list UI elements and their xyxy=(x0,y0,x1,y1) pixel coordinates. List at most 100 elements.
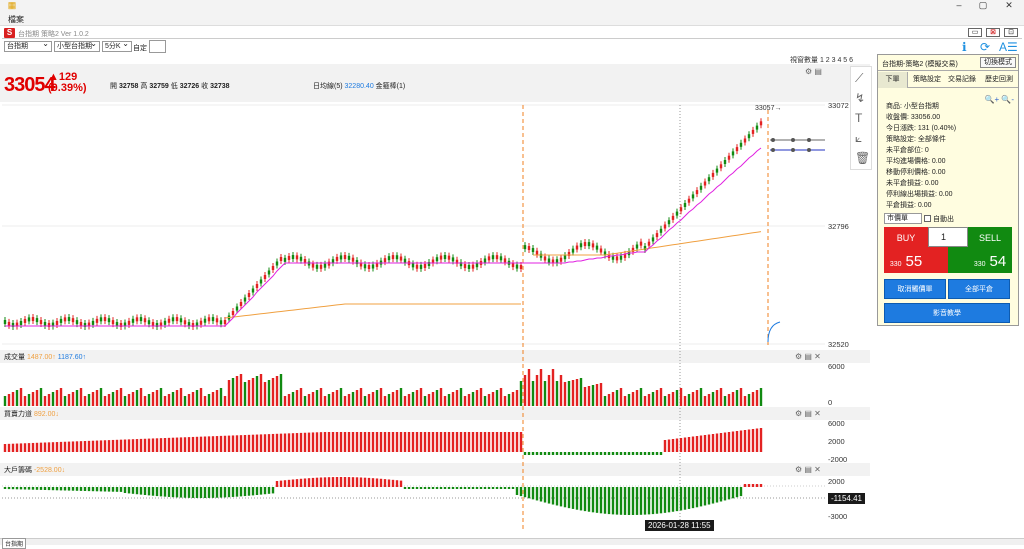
buy-price: 330 55 xyxy=(884,253,928,270)
candle-body xyxy=(227,315,231,320)
sell-button[interactable]: SELL 330 54 xyxy=(968,227,1012,273)
power-bar xyxy=(719,433,723,452)
candle-body xyxy=(591,243,595,248)
volume-bar xyxy=(395,390,399,406)
power-value: 892.00↓ xyxy=(33,411,59,418)
popout-icon[interactable]: ⊡ xyxy=(1004,28,1018,37)
volume-bar xyxy=(123,396,127,406)
menu-file[interactable]: 檔案 xyxy=(8,15,24,24)
power-bar xyxy=(199,436,203,452)
minimize-icon[interactable]: – xyxy=(956,0,962,10)
big-bar xyxy=(435,487,439,489)
power-bar xyxy=(131,439,135,452)
volume-bar xyxy=(387,394,391,406)
candle-body xyxy=(339,255,343,260)
candle-body xyxy=(575,245,579,250)
trash-icon[interactable]: 🗑 xyxy=(855,151,871,165)
volume-settings-icon[interactable]: ⚙ ▤ ✕ xyxy=(795,352,821,361)
volume-bar xyxy=(39,388,43,406)
candle-body xyxy=(299,256,303,261)
auto-exit-checkbox[interactable]: 自動出 xyxy=(924,214,954,224)
volume-bar xyxy=(339,388,343,406)
open-value: 32758 xyxy=(118,83,139,90)
interval-select[interactable]: 5分K xyxy=(102,39,132,52)
big-bar xyxy=(231,487,235,497)
big-bar xyxy=(55,487,59,491)
volume-bar xyxy=(59,388,63,406)
big-bar xyxy=(275,481,279,487)
big-settings-icon[interactable]: ⚙ ▤ ✕ xyxy=(795,465,821,474)
candle-body xyxy=(383,258,387,263)
power-bar xyxy=(547,452,551,455)
power-bar xyxy=(507,432,511,452)
candle-body xyxy=(267,270,271,275)
candle-body xyxy=(71,318,75,323)
path-tool-icon[interactable]: ↯ xyxy=(855,91,866,105)
big-bar xyxy=(307,478,311,487)
power-settings-icon[interactable]: ⚙ ▤ ✕ xyxy=(795,409,821,418)
tab-history[interactable]: 交易記錄 xyxy=(948,76,976,83)
tab-strategy[interactable]: 策略設定 xyxy=(913,76,941,83)
big-bar xyxy=(159,487,163,497)
power-bar xyxy=(299,432,303,452)
power-bar xyxy=(567,452,571,455)
switch-mode-button[interactable]: 切換模式 xyxy=(980,57,1016,68)
symbol-select[interactable]: 台指期 xyxy=(4,39,52,52)
volume-bar xyxy=(699,388,703,406)
cancel-trigger-button[interactable]: 取消觸價單 xyxy=(884,279,946,299)
big-bar xyxy=(447,487,451,489)
maximize-icon[interactable]: ▢ xyxy=(978,0,988,10)
panel-title: 台指期-策略2 (模擬交易) xyxy=(882,61,958,68)
big-bar xyxy=(155,487,159,497)
power-tick: 6000 xyxy=(828,419,845,428)
power-bar xyxy=(303,432,307,452)
window-count[interactable]: 視窗數量 1 2 3 4 5 6 xyxy=(790,57,854,64)
power-bar xyxy=(359,432,363,452)
candle-body xyxy=(287,255,291,260)
custom-interval-input[interactable] xyxy=(149,40,166,53)
refresh-icon[interactable]: ⟳ xyxy=(980,40,991,54)
brand-logo: S xyxy=(4,28,15,38)
buy-button[interactable]: BUY 330 55 xyxy=(884,227,928,273)
candle-body xyxy=(95,318,99,323)
volume-bar xyxy=(139,388,143,406)
power-bar xyxy=(167,437,171,452)
big-bar xyxy=(351,477,355,487)
restore-icon[interactable]: ▭ xyxy=(968,28,982,37)
power-bar xyxy=(331,432,335,452)
broadcast-icon[interactable]: ℹ xyxy=(962,40,967,54)
close-window-icon[interactable]: ⊠ xyxy=(986,28,1000,37)
zoom-icons[interactable]: 🔍+ 🔍- xyxy=(984,95,1014,104)
power-bar xyxy=(187,437,191,452)
volume-bar xyxy=(403,396,407,406)
chart-settings-icon[interactable]: ⚙ ▤ xyxy=(805,67,822,76)
big-bar xyxy=(235,487,239,497)
candle-body xyxy=(423,263,427,268)
tab-backtest[interactable]: 歷史回測 xyxy=(985,76,1013,83)
big-bar xyxy=(39,487,43,490)
status-tab[interactable]: 台指期 xyxy=(2,538,27,549)
video-tutorial-button[interactable]: 影音教學 xyxy=(884,303,1010,323)
quantity-input[interactable]: 1 xyxy=(928,227,968,247)
power-bar xyxy=(383,432,387,452)
fan-tool-icon[interactable]: ⟀ xyxy=(855,131,863,145)
text-tool-icon[interactable]: T xyxy=(855,111,863,125)
sell-price: 330 54 xyxy=(968,253,1012,270)
volume-bar xyxy=(447,394,451,406)
candle-body xyxy=(711,172,715,177)
volume-bar xyxy=(683,396,687,406)
line-tool-icon[interactable]: ⟋ xyxy=(855,71,864,85)
big-bar xyxy=(15,487,19,490)
checkbox-icon[interactable] xyxy=(924,215,931,222)
account-icon[interactable]: A☰ xyxy=(999,40,1018,54)
power-tick: 2000 xyxy=(828,437,845,446)
tab-order[interactable]: 下單 xyxy=(878,72,908,88)
volume-bar xyxy=(591,385,595,406)
order-type-select[interactable]: 市價單 xyxy=(884,213,922,224)
flatten-all-button[interactable]: 全部平倉 xyxy=(948,279,1010,299)
close-icon[interactable]: ✕ xyxy=(1005,0,1013,10)
power-bar xyxy=(415,432,419,452)
product-select[interactable]: 小型台指期 xyxy=(54,39,100,52)
stop-line xyxy=(5,147,762,327)
info-line: 未平倉損益: 0.00 xyxy=(886,180,939,187)
